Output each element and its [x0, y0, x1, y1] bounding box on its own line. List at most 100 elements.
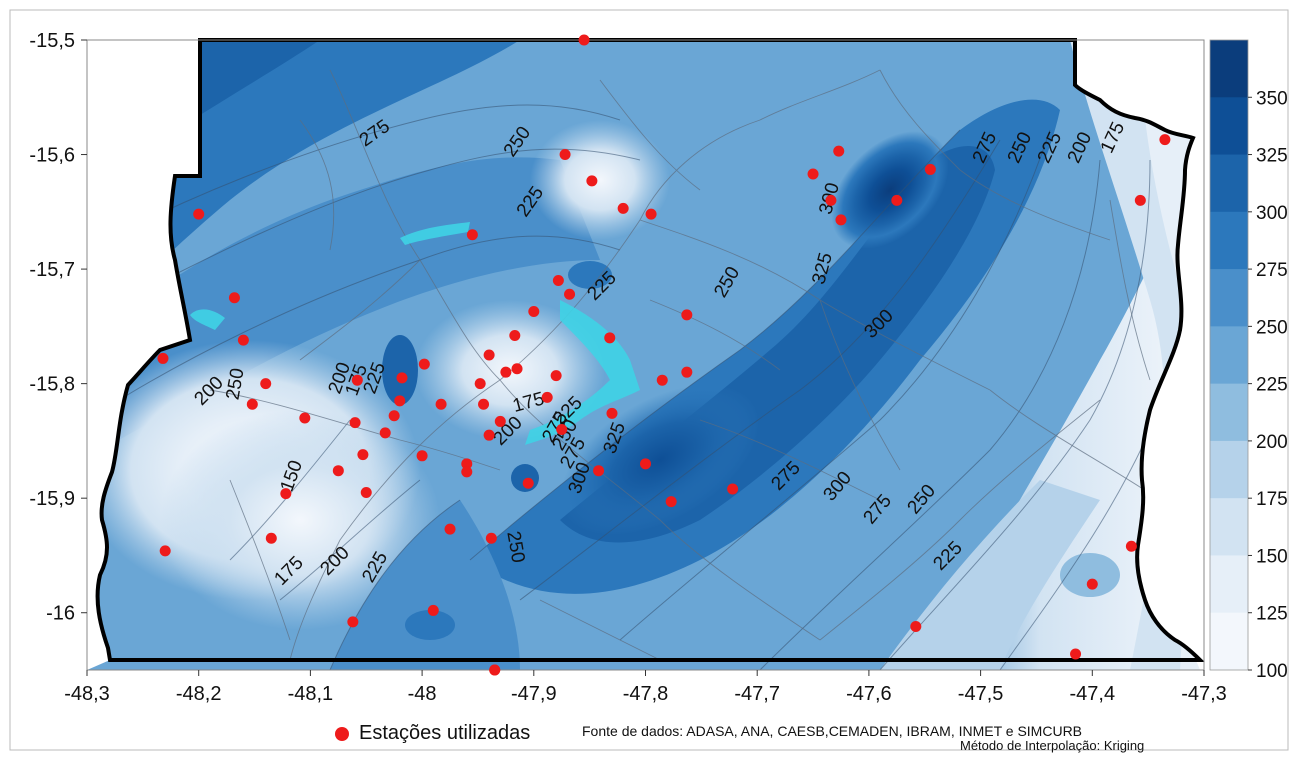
- station-marker: [681, 309, 693, 321]
- station-marker: [604, 332, 616, 344]
- station-marker: [418, 358, 430, 370]
- y-tick-label: -15,6: [29, 145, 75, 167]
- x-tick-label: -47,5: [958, 683, 1004, 705]
- x-tick-label: -48: [408, 683, 437, 705]
- y-tick-label: -15,8: [29, 374, 75, 396]
- station-marker: [727, 483, 739, 495]
- station-marker: [1159, 134, 1171, 146]
- station-legend-label: Estações utilizadas: [359, 722, 531, 744]
- y-tick-label: -16: [46, 603, 75, 625]
- station-marker: [332, 465, 344, 477]
- x-tick-label: -47,4: [1070, 683, 1116, 705]
- station-marker: [351, 374, 363, 386]
- x-tick-label: -48,1: [288, 683, 334, 705]
- station-marker: [924, 163, 936, 175]
- station-marker: [483, 349, 495, 361]
- station-marker: [552, 275, 564, 287]
- station-marker: [360, 486, 372, 498]
- colorbar-band: [1210, 97, 1248, 156]
- road-network: [209, 69, 1161, 661]
- station-marker: [157, 352, 169, 364]
- y-tick-label: -15,5: [29, 30, 75, 52]
- colorbar-band: [1210, 440, 1248, 499]
- station-marker: [656, 374, 668, 386]
- x-axis: -48,3 -48,2 -48,1 -48 -47,9 -47,8 -47,7 -47,6 -4…: [64, 670, 1227, 705]
- colorbar-band: [1210, 555, 1248, 614]
- station-marker: [593, 465, 605, 477]
- data-source: Fonte de dados: ADASA, ANA, CAESB,CEMADE…: [582, 723, 1083, 739]
- colorbar-band: [1210, 326, 1248, 385]
- station-marker: [494, 415, 506, 427]
- colorbar-label: 200: [1256, 432, 1288, 453]
- station-marker: [1125, 540, 1137, 552]
- station-marker: [564, 288, 576, 300]
- x-tick-label: -48,3: [64, 683, 110, 705]
- x-tick-label: -47,7: [734, 683, 780, 705]
- station-marker: [357, 449, 369, 461]
- outside-mask-east: [1075, 40, 1204, 670]
- station-marker: [500, 366, 512, 378]
- station-marker: [550, 370, 562, 382]
- station-marker: [509, 330, 521, 342]
- station-marker: [681, 366, 693, 378]
- colorbar: 350 325 300 275 250 225 200 175 150 125 100: [1209, 39, 1288, 682]
- x-tick-label: -48,2: [176, 683, 222, 705]
- descoberto-lake: [400, 222, 470, 245]
- station-marker: [461, 466, 473, 478]
- x-tick-label: -47,6: [846, 683, 892, 705]
- colorbar-label: 325: [1256, 146, 1288, 167]
- station-marker: [474, 378, 486, 390]
- colorbar-label: 150: [1256, 546, 1288, 567]
- station-legend-marker-icon: [335, 726, 349, 741]
- station-marker: [435, 398, 447, 410]
- station-marker: [559, 149, 571, 161]
- station-marker: [483, 429, 495, 441]
- colorbar-band: [1210, 211, 1248, 270]
- df-boundary: [95, 38, 1205, 662]
- colorbar-label: 125: [1256, 604, 1288, 625]
- station-marker: [299, 412, 311, 424]
- colorbar-label: 225: [1256, 375, 1288, 396]
- station-marker: [489, 664, 501, 676]
- station-marker: [461, 458, 473, 470]
- station-marker: [466, 229, 478, 241]
- station-marker: [1086, 578, 1098, 590]
- station-marker: [347, 616, 359, 628]
- colorbar-label: 275: [1256, 260, 1288, 281]
- station-marker: [265, 532, 277, 544]
- interpolated-surface: [87, 40, 1204, 670]
- colorbar-band: [1210, 498, 1248, 556]
- y-tick-label: -15,9: [29, 488, 75, 510]
- station-marker: [606, 407, 618, 419]
- y-tick-label: -15,7: [29, 259, 75, 281]
- station-marker: [528, 305, 540, 317]
- station-marker: [1070, 648, 1082, 660]
- station-marker: [237, 334, 249, 346]
- station-marker: [578, 34, 590, 46]
- station-marker: [427, 604, 439, 616]
- station-marker: [1134, 194, 1146, 206]
- station-marker: [349, 417, 361, 429]
- station-marker: [522, 477, 534, 489]
- station-marker: [645, 208, 657, 220]
- station-marker: [891, 194, 903, 206]
- station-marker: [825, 194, 837, 206]
- station-marker: [388, 410, 400, 422]
- station-marker: [665, 496, 677, 508]
- colorbar-label: 175: [1256, 489, 1288, 510]
- santa-maria-lake: [190, 309, 225, 330]
- station-marker: [260, 378, 272, 390]
- interpolation-method: Método de Interpolação: Kriging: [960, 738, 1145, 753]
- x-tick-label: -47,3: [1181, 683, 1227, 705]
- colorbar-label: 250: [1256, 317, 1288, 338]
- station-marker: [511, 363, 523, 375]
- station-marker: [379, 427, 391, 439]
- station-marker: [193, 208, 205, 220]
- colorbar-frame: [1209, 39, 1249, 671]
- station-marker: [228, 292, 240, 304]
- station-marker: [478, 398, 490, 410]
- colorbar-band: [1210, 269, 1248, 327]
- colorbar-label: 100: [1256, 661, 1288, 682]
- colorbar-band: [1210, 612, 1248, 671]
- y-axis: -15,5 -15,6 -15,7 -15,8 -15,9 -16: [29, 30, 87, 625]
